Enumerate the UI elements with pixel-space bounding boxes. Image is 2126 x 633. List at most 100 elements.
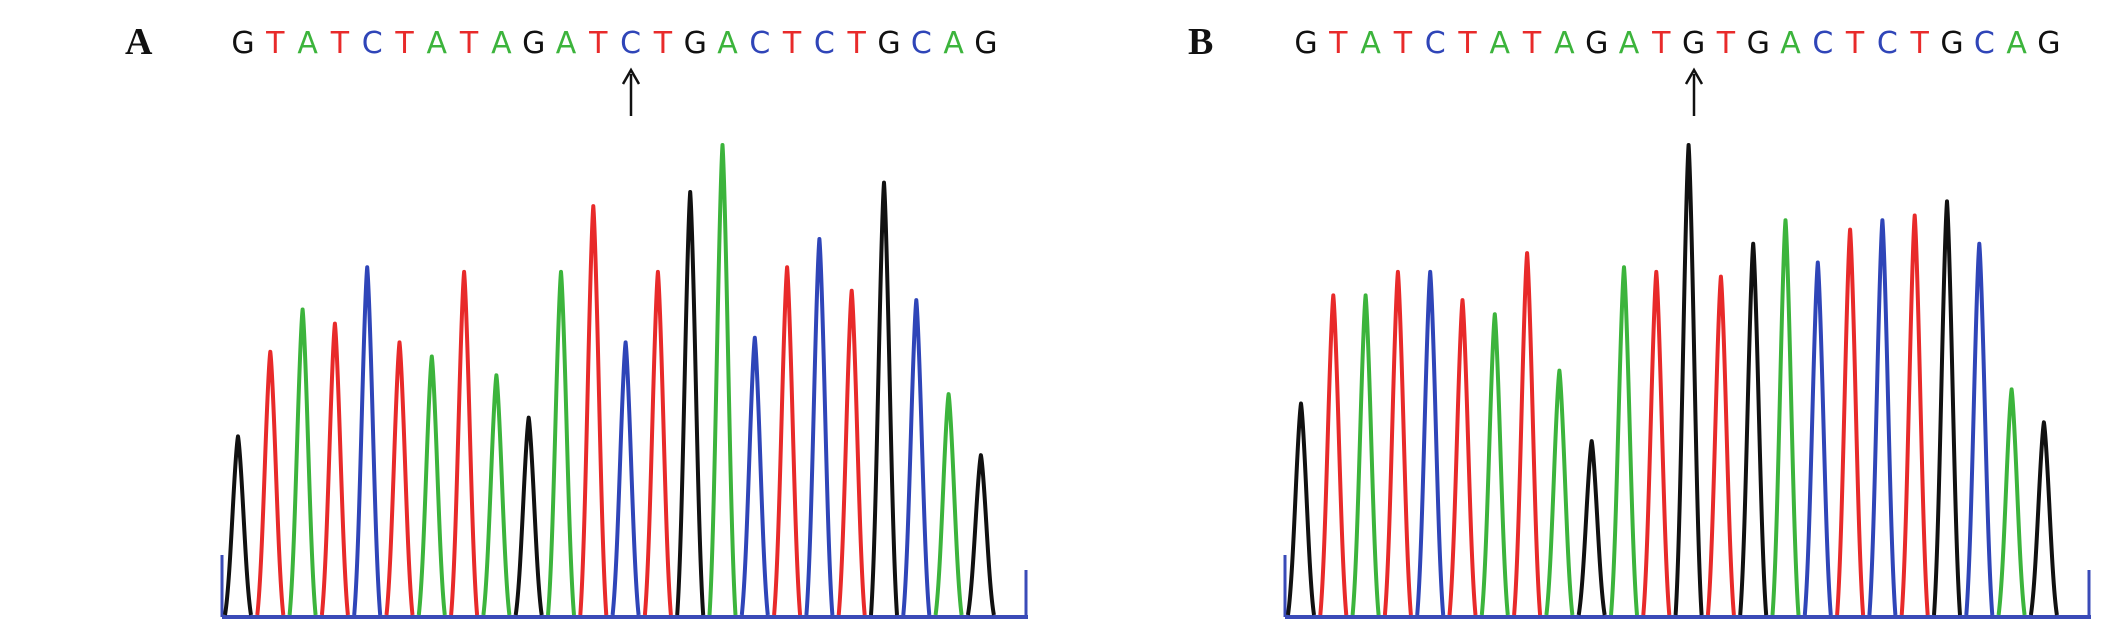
- trace-peak-A: [1479, 312, 1510, 616]
- trace-peak-T: [836, 288, 867, 616]
- trace-peak-T: [578, 204, 609, 616]
- base-letter: T: [1845, 26, 1865, 61]
- base-letter: T: [782, 26, 802, 61]
- base-letter: G: [1585, 26, 1609, 61]
- trace-peak-G: [869, 180, 899, 616]
- arrow-head: [1684, 67, 1703, 85]
- arrow-head: [621, 67, 640, 85]
- base-letter: C: [1876, 26, 1898, 61]
- base-letter: A: [426, 26, 448, 61]
- trace-peak-C: [739, 335, 770, 616]
- base-letter: A: [555, 26, 577, 61]
- trace-peak-C: [1964, 241, 1995, 616]
- base-letter: A: [2006, 26, 2027, 61]
- base-letter: T: [653, 26, 673, 61]
- trace-peak-T: [449, 269, 480, 616]
- base-letter: C: [813, 26, 835, 61]
- base-letter: T: [847, 26, 866, 61]
- base-letter: A: [1780, 26, 1801, 61]
- trace-peak-C: [610, 340, 641, 616]
- base-letter: A: [297, 26, 318, 61]
- trace-peak-G: [1673, 143, 1704, 616]
- base-letter: G: [522, 26, 546, 61]
- base-letter: G: [683, 26, 707, 61]
- trace-peak-T: [772, 265, 803, 616]
- base-letter: T: [1458, 26, 1477, 61]
- trace-plot-a: [220, 143, 1028, 619]
- trace-peak-C: [352, 265, 383, 616]
- base-letter: T: [1652, 26, 1671, 61]
- base-letter: C: [1812, 26, 1834, 61]
- base-letter: G: [2037, 26, 2061, 61]
- base-letter: G: [1746, 26, 1770, 61]
- mutation-arrow-b: [1684, 67, 1703, 116]
- base-letter: G: [1294, 26, 1318, 61]
- trace-peak-T: [1705, 274, 1736, 616]
- trace-peak-G: [223, 434, 253, 616]
- trace-peak-T: [1835, 227, 1866, 616]
- base-letter: A: [943, 26, 964, 61]
- base-letter: C: [1424, 26, 1446, 61]
- trace-peak-G: [513, 415, 544, 616]
- trace-peak-T: [384, 340, 415, 616]
- base-letter: G: [1940, 26, 1964, 61]
- base-letter: T: [589, 26, 608, 61]
- panel-label-b: B: [1188, 21, 1214, 63]
- base-letter: T: [1329, 26, 1348, 61]
- base-letter: A: [491, 26, 512, 61]
- trace-peak-C: [1415, 269, 1446, 616]
- trace-peak-A: [1996, 387, 2027, 616]
- trace-peak-A: [933, 392, 964, 616]
- panel-label-a: A: [125, 21, 153, 63]
- trace-peak-T: [1512, 251, 1543, 616]
- trace-peak-T: [255, 349, 286, 616]
- base-letter: G: [974, 26, 998, 61]
- base-letter: T: [266, 26, 285, 61]
- trace-peak-C: [1802, 260, 1833, 616]
- base-letter: T: [1522, 26, 1542, 61]
- base-letter: T: [459, 26, 479, 61]
- trace-peak-A: [1544, 368, 1575, 616]
- base-letter: C: [1973, 26, 1995, 61]
- base-letter: A: [1489, 26, 1511, 61]
- trace-peak-G: [965, 453, 996, 616]
- trace-peak-A: [1770, 218, 1801, 616]
- trace-peak-A: [481, 373, 512, 616]
- trace-peak-A: [1350, 293, 1381, 616]
- base-letter: T: [395, 26, 414, 61]
- base-letter: G: [877, 26, 901, 61]
- trace-peak-T: [1899, 213, 1930, 616]
- base-letter: A: [1360, 26, 1381, 61]
- trace-peak-T: [1641, 269, 1672, 616]
- trace-plot-b: [1283, 143, 2091, 619]
- trace-peak-C: [804, 237, 835, 616]
- base-letter: T: [1716, 26, 1736, 61]
- trace-peak-T: [319, 321, 350, 616]
- trace-peak-G: [675, 190, 706, 616]
- base-letter: T: [1910, 26, 1929, 61]
- trace-peak-A: [546, 269, 576, 616]
- base-letter: C: [361, 26, 383, 61]
- base-letter: G: [1681, 26, 1706, 61]
- base-letter: C: [910, 26, 932, 61]
- base-letter: A: [1618, 26, 1640, 61]
- trace-peak-A: [416, 354, 447, 616]
- trace-peak-A: [707, 143, 738, 616]
- trace-peak-T: [1447, 298, 1478, 616]
- trace-peak-G: [1576, 439, 1607, 616]
- trace-peak-A: [1609, 265, 1639, 616]
- mutation-arrow-a: [621, 67, 640, 116]
- base-letter: T: [1393, 26, 1413, 61]
- trace-peak-A: [287, 307, 318, 616]
- trace-peak-G: [1286, 401, 1316, 616]
- trace-peak-G: [1738, 241, 1769, 616]
- base-letter: T: [330, 26, 350, 61]
- trace-peak-T: [1382, 269, 1413, 616]
- base-letter: C: [749, 26, 771, 61]
- trace-peak-T: [642, 269, 673, 616]
- trace-peak-G: [1932, 199, 1962, 616]
